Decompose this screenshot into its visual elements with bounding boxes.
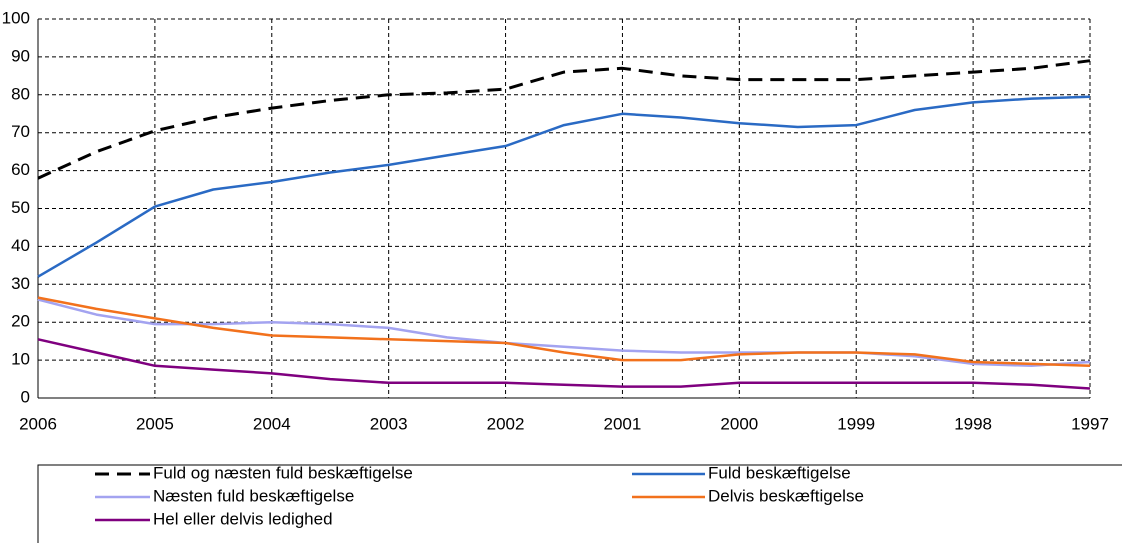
legend-box [37,464,1122,548]
x-tick-label: 2002 [487,414,525,433]
legend-label: Hel eller delvis ledighed [153,509,333,528]
legend-label: Delvis beskæftigelse [708,486,864,505]
series-line [37,338,1091,390]
legend-label: Fuld og næsten fuld beskæftigelse [153,463,413,482]
y-tick-label: 70 [11,122,30,141]
y-tick-label: 100 [2,8,30,27]
y-tick-label: 30 [11,274,30,293]
x-tick-label: 1999 [837,414,875,433]
x-tick-label: 2000 [720,414,758,433]
y-tick-label: 20 [11,312,30,331]
legend-label: Fuld beskæftigelse [708,463,851,482]
x-tick-label: 2005 [136,414,174,433]
y-tick-label: 90 [11,46,30,65]
x-tick-label: 2006 [19,414,57,433]
x-tick-label: 2003 [370,414,408,433]
series-line [37,59,1091,180]
y-tick-label: 0 [21,387,30,406]
y-tick-label: 10 [11,350,30,369]
y-tick-label: 50 [11,198,30,217]
y-tick-label: 80 [11,84,30,103]
y-tick-label: 60 [11,160,30,179]
legend-label: Næsten fuld beskæftigelse [153,486,354,505]
x-tick-label: 1997 [1071,414,1109,433]
y-tick-label: 40 [11,236,30,255]
x-tick-label: 1998 [954,414,992,433]
series-line [37,298,1091,368]
x-tick-label: 2001 [604,414,642,433]
x-tick-label: 2004 [253,414,291,433]
series-line [37,95,1091,278]
series-line [37,296,1091,368]
